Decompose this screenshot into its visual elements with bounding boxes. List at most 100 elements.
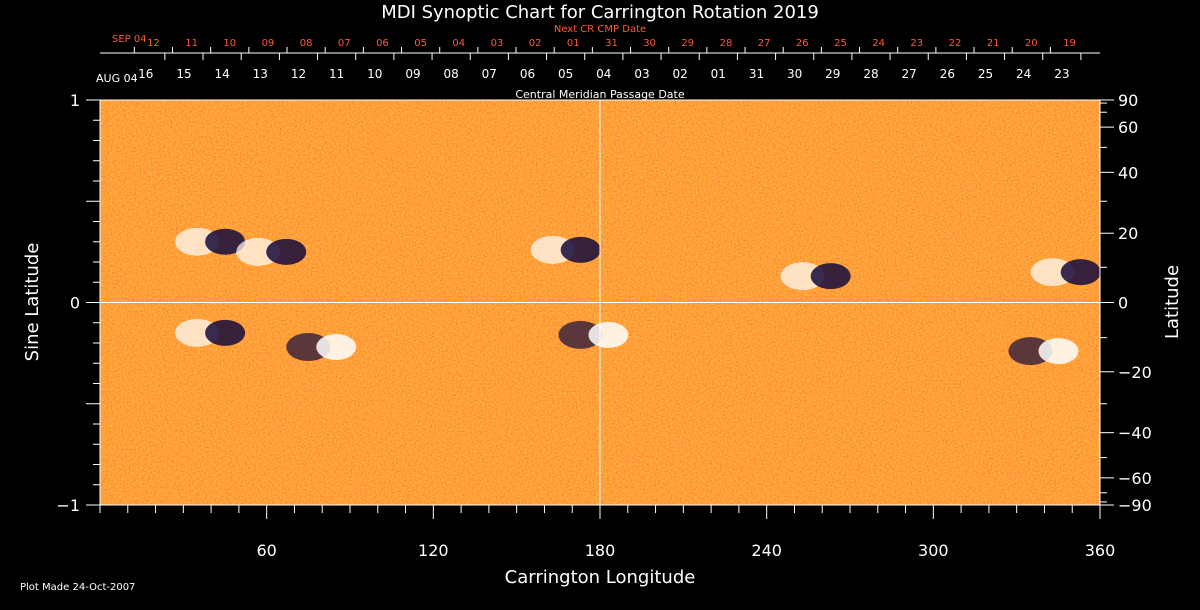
next-cmp-date-label: 22 — [949, 38, 962, 49]
trailing-polarity-patch — [530, 235, 575, 264]
leading-polarity-patch — [205, 228, 246, 255]
next-cmp-date-label: 07 — [338, 38, 351, 49]
next-cmp-date-label: 03 — [491, 38, 504, 49]
cmp-date-label: 29 — [825, 67, 840, 81]
cmp-month-label: AUG 04 — [96, 72, 138, 85]
next-cmp-date-label: 27 — [758, 38, 771, 49]
x-tick-label: 360 — [1085, 541, 1116, 560]
leading-polarity-patch — [266, 238, 307, 265]
next-cmp-month-label: SEP 04 — [112, 34, 147, 45]
cmp-date-label: 10 — [367, 67, 382, 81]
next-cmp-date-label: 04 — [452, 38, 465, 49]
cmp-date-label: 16 — [138, 67, 153, 81]
y-left-tick-label: −1 — [56, 496, 80, 515]
y-right-ticks: 90 60 40 20 0 −20 −40 −60 −90 — [1100, 91, 1152, 515]
cmp-date-label: 03 — [634, 67, 649, 81]
next-cmp-ticks: 12 11 10 09 08 07 06 05 04 03 02 01 31 30 29 28 27 26 25 24… — [133, 38, 1076, 53]
cmp-date-label: 01 — [711, 67, 726, 81]
x-tick-label: 60 — [256, 541, 276, 560]
cmp-date-label: 30 — [787, 67, 802, 81]
next-cmp-date-label: 11 — [185, 38, 198, 49]
x-tick-label: 300 — [918, 541, 949, 560]
cmp-date-label: 12 — [291, 67, 306, 81]
active-region — [558, 320, 629, 349]
active-region — [236, 237, 307, 266]
cmp-date-label: 14 — [214, 67, 229, 81]
y-left-ticks: 1 0 −1 — [56, 91, 100, 515]
y-right-tick-label: −60 — [1118, 469, 1152, 488]
next-cmp-date-label: 30 — [643, 38, 656, 49]
leading-polarity-patch — [1038, 338, 1079, 365]
next-cmp-date-label: 12 — [147, 38, 160, 49]
leading-polarity-patch — [205, 319, 246, 346]
next-cmp-date-label: 09 — [262, 38, 275, 49]
x-axis-label: Carrington Longitude — [505, 567, 696, 588]
next-cmp-date-label: 24 — [872, 38, 885, 49]
cmp-date-label: 07 — [482, 67, 497, 81]
trailing-polarity-patch — [1008, 337, 1053, 366]
leading-polarity-patch — [560, 236, 601, 263]
y-right-tick-label: −90 — [1118, 496, 1152, 515]
next-cmp-date-label: 19 — [1063, 38, 1076, 49]
chart-title: MDI Synoptic Chart for Carrington Rotati… — [381, 2, 819, 23]
cmp-ticks: 16 15 14 13 12 11 10 09 08 07 06 05 04 03 02 01 31 30 29 28… — [138, 53, 1082, 81]
cmp-date-label: 13 — [253, 67, 268, 81]
trailing-polarity-patch — [286, 333, 331, 362]
next-cmp-date-label: 25 — [834, 38, 847, 49]
active-region — [175, 318, 246, 347]
cmp-date-label: 25 — [978, 67, 993, 81]
y-right-tick-label: 0 — [1118, 294, 1128, 313]
trailing-polarity-patch — [1030, 258, 1075, 287]
next-cmp-axis-label: Next CR CMP Date — [554, 24, 646, 35]
next-cmp-date-label: 20 — [1025, 38, 1038, 49]
cmp-date-label: 28 — [863, 67, 878, 81]
next-cmp-date-label: 01 — [567, 38, 580, 49]
next-cmp-date-label: 23 — [910, 38, 923, 49]
leading-polarity-patch — [1060, 259, 1101, 286]
next-cmp-date-label: 21 — [987, 38, 1000, 49]
x-axis-ticks: 60 120 180 240 300 360 — [99, 505, 1116, 560]
active-region — [1008, 337, 1079, 366]
y-right-tick-label: −20 — [1118, 363, 1152, 382]
cmp-date-label: 09 — [405, 67, 420, 81]
cmp-date-label: 11 — [329, 67, 344, 81]
trailing-polarity-patch — [558, 320, 603, 349]
next-cmp-date-label: 08 — [300, 38, 313, 49]
trailing-polarity-patch — [780, 262, 825, 291]
next-cmp-date-label: 29 — [681, 38, 694, 49]
cmp-date-label: 06 — [520, 67, 535, 81]
cmp-date-label: 27 — [902, 67, 917, 81]
trailing-polarity-patch — [236, 237, 281, 266]
y-right-tick-label: 60 — [1118, 118, 1138, 137]
y-right-tick-label: 40 — [1118, 163, 1138, 182]
next-cmp-date-label: 06 — [376, 38, 389, 49]
cmp-axis-label: Central Meridian Passage Date — [515, 88, 684, 101]
active-region — [530, 235, 601, 264]
y-axis-right-label: Latitude — [1162, 265, 1183, 339]
active-region — [1030, 258, 1101, 287]
cmp-date-label: 05 — [558, 67, 573, 81]
cmp-date-label: 08 — [444, 67, 459, 81]
trailing-polarity-patch — [175, 227, 220, 256]
x-tick-label: 180 — [585, 541, 616, 560]
trailing-polarity-patch — [175, 318, 220, 347]
next-cmp-date-label: 28 — [720, 38, 733, 49]
cmp-date-label: 26 — [940, 67, 955, 81]
next-cmp-date-label: 10 — [223, 38, 236, 49]
active-region — [780, 262, 851, 291]
cmp-date-label: 23 — [1054, 67, 1069, 81]
y-right-tick-label: −40 — [1118, 424, 1152, 443]
y-left-tick-label: 1 — [70, 91, 80, 110]
y-right-tick-label: 20 — [1118, 224, 1138, 243]
active-regions — [175, 227, 1101, 366]
leading-polarity-patch — [316, 334, 357, 361]
y-axis-left-label: Sine Latitude — [22, 243, 43, 362]
next-cmp-date-label: 02 — [529, 38, 542, 49]
cmp-date-label: 24 — [1016, 67, 1031, 81]
plot-made-footer: Plot Made 24-Oct-2007 — [20, 582, 135, 593]
cmp-date-label: 02 — [673, 67, 688, 81]
x-tick-label: 240 — [751, 541, 782, 560]
leading-polarity-patch — [588, 321, 629, 348]
active-region — [175, 227, 246, 256]
